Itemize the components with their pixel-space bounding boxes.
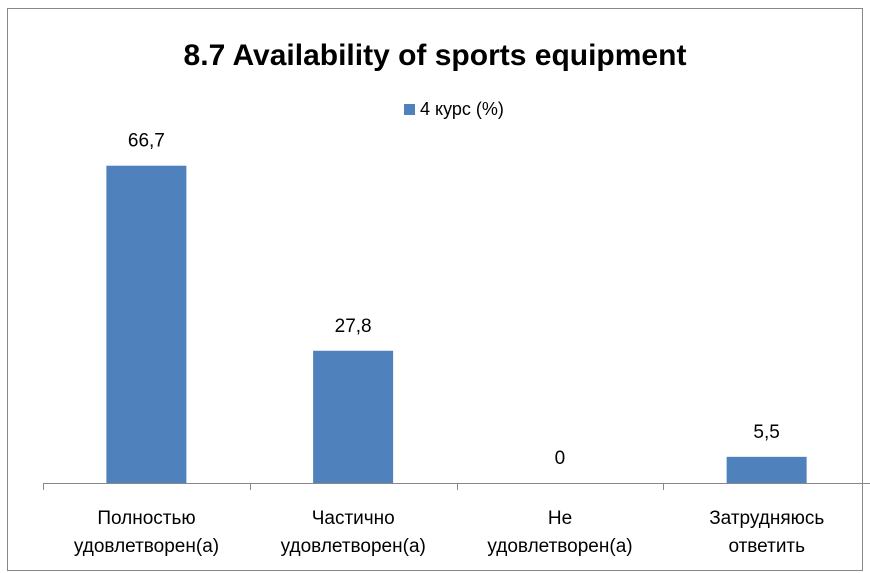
x-tick-label: Не удовлетворен(а) (487, 508, 633, 557)
chart-title: 8.7 Availability of sports equipment (184, 39, 687, 72)
legend-label: 4 курс (%) (420, 99, 504, 119)
bar (726, 456, 807, 483)
legend-swatch (404, 104, 415, 115)
x-tick-label: Частично удовлетворен(а) (280, 508, 426, 557)
value-label: 66,7 (128, 131, 165, 152)
value-label: 5,5 (753, 422, 779, 443)
x-tick-label: Затрудняюсь ответить (709, 508, 825, 557)
value-label: 27,8 (335, 316, 372, 337)
value-label: 0 (555, 448, 566, 469)
bar (313, 350, 394, 483)
bar (106, 165, 187, 483)
x-tick-label: Полностью удовлетворен(а) (73, 508, 220, 557)
